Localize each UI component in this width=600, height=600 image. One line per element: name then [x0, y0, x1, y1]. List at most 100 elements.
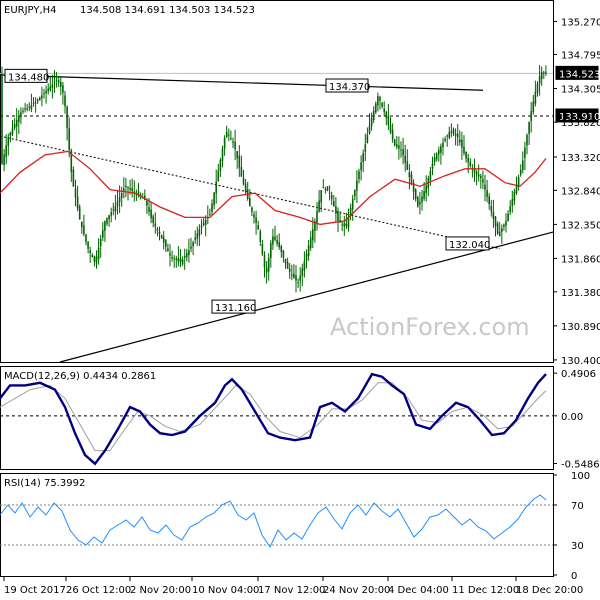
candle-body — [528, 122, 530, 134]
candle-body — [76, 196, 79, 209]
candle-body — [347, 217, 350, 228]
candle — [72, 166, 75, 187]
candle-body — [517, 177, 520, 188]
candle-body — [152, 216, 154, 224]
candle — [102, 222, 104, 241]
x-tick-label: 4 Dec 04:00 — [388, 585, 449, 596]
candle-body — [1, 73, 3, 164]
candle-body — [461, 139, 463, 148]
candle-body — [18, 115, 20, 122]
candle-body — [543, 72, 545, 74]
candle-body — [545, 71, 547, 74]
price-y-tick-label: 130.400 — [561, 356, 600, 367]
candle — [404, 144, 406, 172]
candle-body — [393, 139, 396, 146]
candle-body — [28, 106, 31, 108]
candle-body — [438, 150, 440, 155]
candle — [421, 189, 423, 211]
candle-body — [102, 230, 104, 238]
candle-body — [490, 206, 493, 212]
candle-body — [204, 219, 207, 225]
candle — [133, 180, 136, 202]
candle-body — [284, 258, 287, 264]
candle — [366, 127, 369, 144]
candle — [39, 96, 41, 101]
candle-body — [398, 145, 400, 149]
candle-body — [110, 212, 112, 216]
candle — [465, 151, 467, 163]
candle — [5, 134, 7, 165]
candle-body — [482, 179, 484, 183]
candle — [244, 179, 247, 196]
candle-body — [356, 180, 358, 191]
candle — [383, 101, 385, 117]
candle — [112, 202, 115, 216]
candle — [456, 124, 459, 146]
candle-body — [410, 174, 413, 185]
candle-body — [473, 168, 476, 173]
candle-body — [91, 255, 94, 258]
candle-body — [249, 198, 251, 207]
candle — [225, 125, 228, 139]
macd-y-tick-label: 0.00 — [561, 412, 583, 423]
candle-body — [5, 145, 7, 157]
candle — [68, 117, 70, 158]
candle-body — [450, 131, 453, 133]
candle-body — [257, 225, 259, 230]
candle — [387, 103, 390, 131]
candle-body — [286, 261, 289, 269]
candle — [528, 121, 530, 146]
candle — [22, 107, 24, 114]
candle-body — [179, 259, 182, 262]
candle — [389, 117, 392, 135]
candle — [448, 126, 451, 140]
candle — [32, 97, 35, 107]
candle-body — [190, 246, 192, 249]
candle — [299, 267, 301, 292]
candle-body — [272, 236, 274, 245]
candle — [49, 77, 52, 92]
candle — [62, 81, 64, 105]
candle — [116, 190, 119, 215]
candle-body — [156, 228, 159, 231]
candle-body — [337, 211, 339, 221]
candle — [419, 191, 421, 215]
candle-body — [404, 155, 406, 163]
upper-trendline — [0, 74, 484, 91]
candle — [36, 98, 39, 105]
candle-body — [515, 184, 518, 194]
label-134370-box — [325, 78, 369, 93]
candle — [274, 225, 276, 242]
candle — [282, 249, 285, 263]
candle-body — [501, 228, 503, 233]
candle-body — [55, 79, 58, 81]
candle — [408, 164, 411, 190]
candle-body — [87, 241, 89, 249]
macd-signal-line — [0, 382, 547, 452]
candle-body — [62, 85, 64, 93]
candle — [513, 188, 516, 206]
candle — [368, 113, 371, 135]
candle-body — [276, 240, 278, 244]
candle-body — [116, 201, 119, 207]
candle-body — [385, 111, 388, 118]
candle — [246, 181, 249, 201]
candle-body — [349, 207, 352, 216]
candle-body — [333, 201, 335, 207]
candle-body — [160, 234, 163, 239]
candle-body — [99, 238, 102, 247]
candle — [78, 204, 81, 220]
candle — [469, 158, 472, 168]
candle — [28, 102, 31, 112]
candle-body — [186, 253, 188, 258]
candle-body — [522, 160, 524, 170]
candle — [11, 119, 14, 137]
candle-body — [106, 218, 108, 224]
candle-body — [34, 102, 37, 104]
candle-body — [127, 187, 129, 189]
candle — [209, 208, 211, 217]
candle-body — [165, 240, 167, 247]
candle — [417, 195, 419, 208]
price-y-tick-label: 131.380 — [561, 288, 600, 299]
rsi-y-axis: 100 70 30 0 — [553, 471, 590, 582]
